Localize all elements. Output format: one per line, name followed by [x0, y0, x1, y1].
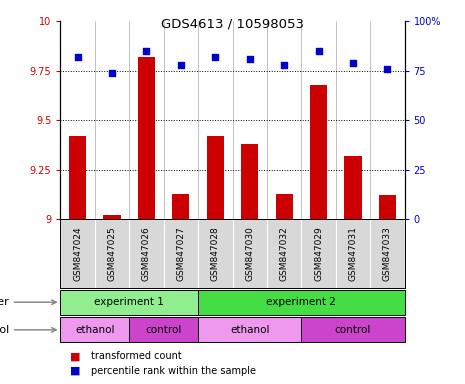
Text: GSM847028: GSM847028 [211, 226, 220, 281]
Text: GSM847030: GSM847030 [245, 226, 254, 281]
Text: GSM847024: GSM847024 [73, 226, 82, 281]
Bar [276, 194, 293, 219]
Point [108, 70, 116, 76]
Text: percentile rank within the sample: percentile rank within the sample [91, 366, 256, 376]
Bar [103, 215, 121, 219]
Text: control: control [335, 325, 371, 335]
Bar [129, 318, 198, 342]
Text: ■: ■ [70, 351, 80, 361]
Text: protocol: protocol [0, 325, 56, 335]
Bar [138, 57, 155, 219]
Text: transformed count: transformed count [91, 351, 181, 361]
Point [246, 56, 253, 62]
Bar [198, 318, 301, 342]
Bar [198, 290, 405, 314]
Bar [344, 156, 362, 219]
Text: GDS4613 / 10598053: GDS4613 / 10598053 [161, 17, 304, 30]
Text: experiment 2: experiment 2 [266, 297, 336, 307]
Bar [241, 144, 259, 219]
Point [315, 48, 322, 54]
Text: ■: ■ [70, 366, 80, 376]
Text: GSM847029: GSM847029 [314, 226, 323, 281]
Bar [172, 194, 190, 219]
Bar [301, 318, 405, 342]
Text: experiment 1: experiment 1 [94, 297, 164, 307]
Bar [206, 136, 224, 219]
Point [280, 62, 288, 68]
Text: other: other [0, 297, 56, 307]
Text: GSM847033: GSM847033 [383, 226, 392, 281]
Bar [310, 84, 327, 219]
Point [74, 54, 81, 60]
Text: GSM847026: GSM847026 [142, 226, 151, 281]
Bar [60, 318, 129, 342]
Point [384, 66, 391, 72]
Text: GSM847027: GSM847027 [176, 226, 186, 281]
Text: GSM847032: GSM847032 [279, 226, 289, 281]
Text: GSM847025: GSM847025 [107, 226, 117, 281]
Point [177, 62, 185, 68]
Point [349, 60, 357, 66]
Bar [60, 290, 198, 314]
Text: GSM847031: GSM847031 [348, 226, 358, 281]
Bar [69, 136, 86, 219]
Text: ethanol: ethanol [75, 325, 114, 335]
Text: control: control [146, 325, 182, 335]
Text: ethanol: ethanol [230, 325, 269, 335]
Bar [379, 195, 396, 219]
Point [143, 48, 150, 54]
Point [212, 54, 219, 60]
